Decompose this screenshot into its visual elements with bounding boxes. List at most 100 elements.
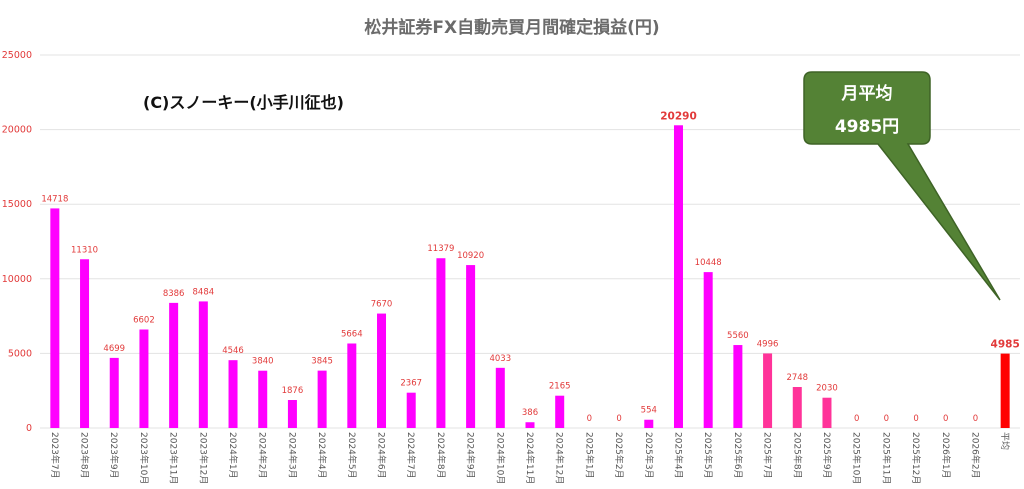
data-label: 0 [587, 414, 592, 424]
bar [555, 395, 565, 428]
x-tick-label: 2024年8月 [435, 432, 447, 479]
x-tick-label: 2024年9月 [465, 432, 477, 479]
data-label: 2748 [786, 373, 808, 383]
x-tick-label: 2025年4月 [672, 432, 684, 479]
data-label: 7670 [371, 300, 393, 310]
data-label: 8484 [193, 287, 215, 297]
bar [347, 343, 357, 428]
x-tick-label: 2025年8月 [791, 432, 803, 479]
x-tick-label: 2026年2月 [969, 432, 981, 479]
data-label: 4996 [757, 339, 779, 349]
x-tick-label: 2026年1月 [940, 432, 952, 479]
data-label: 2367 [400, 379, 422, 389]
data-label: 4985 [991, 339, 1020, 351]
data-label: 4699 [103, 344, 125, 354]
data-label: 0 [616, 414, 621, 424]
x-tick-label: 2025年2月 [613, 432, 625, 479]
bar [287, 400, 297, 428]
average-callout: 月平均 4985円 [803, 71, 1001, 301]
bar [436, 258, 446, 428]
bar [377, 313, 387, 428]
data-label: 0 [973, 414, 978, 424]
data-label: 0 [884, 414, 889, 424]
x-tick-label: 平均 [999, 432, 1011, 450]
x-tick-label: 2023年11月 [168, 432, 180, 484]
data-label: 14718 [41, 194, 68, 204]
bar [822, 397, 832, 428]
x-tick-label: 2023年9月 [108, 432, 120, 479]
data-label: 0 [854, 414, 859, 424]
data-label: 10920 [457, 251, 484, 261]
x-tick-label: 2025年7月 [762, 432, 774, 479]
bar [644, 419, 654, 428]
callout-line2: 4985円 [835, 117, 899, 137]
x-tick-label: 2025年11月 [880, 432, 892, 484]
bar [1000, 353, 1010, 428]
bar [525, 422, 535, 428]
bar [198, 301, 208, 428]
data-label: 8386 [163, 289, 185, 299]
x-tick-label: 2025年9月 [821, 432, 833, 479]
x-tick-label: 2024年1月 [227, 432, 239, 479]
y-axis: 0 5000 10000 15000 20000 25000 [2, 50, 32, 434]
bar [228, 360, 238, 428]
bar [673, 125, 683, 429]
data-label: 0 [943, 414, 948, 424]
y-tick-label: 25000 [2, 50, 32, 61]
data-label: 20290 [660, 110, 697, 122]
bar [258, 370, 268, 428]
bar [139, 329, 149, 428]
callout-line1: 月平均 [841, 83, 893, 104]
bar [703, 272, 713, 428]
x-tick-label: 2025年10月 [851, 432, 863, 484]
chart-title: 松井証券FX自動売買月間確定損益(円) [364, 17, 659, 38]
data-label: 554 [641, 406, 657, 416]
x-tick-label: 2025年5月 [702, 432, 714, 479]
x-tick-label: 2024年3月 [286, 432, 298, 479]
x-tick-label: 2023年12月 [197, 432, 209, 484]
data-label: 5560 [727, 331, 749, 341]
bars [50, 125, 1010, 429]
x-tick-label: 2024年5月 [346, 432, 358, 479]
x-tick-label: 2024年12月 [554, 432, 566, 484]
watermark-text: (C)スノーキー(小手川征也) [143, 93, 344, 112]
bar [763, 353, 773, 428]
x-tick-label: 2025年3月 [643, 432, 655, 479]
y-tick-label: 0 [26, 423, 32, 434]
bar [80, 259, 90, 428]
bar [317, 370, 327, 428]
data-label: 386 [522, 408, 538, 418]
data-label: 10448 [695, 258, 722, 268]
data-label: 11379 [427, 244, 454, 254]
y-tick-label: 20000 [2, 125, 32, 136]
x-tick-label: 2024年7月 [405, 432, 417, 479]
bar [495, 367, 505, 428]
bar [169, 302, 179, 428]
data-label: 11310 [71, 245, 98, 255]
x-tick-label: 2024年6月 [376, 432, 388, 479]
data-label: 0 [913, 414, 918, 424]
data-label: 2165 [549, 382, 571, 392]
x-axis: 2023年7月 2023年8月 2023年9月 2023年10月 2023年11月 202… [49, 432, 1011, 484]
data-label: 2030 [816, 384, 838, 394]
x-tick-label: 2025年12月 [910, 432, 922, 484]
data-label: 4033 [489, 354, 511, 364]
x-tick-label: 2023年7月 [49, 432, 61, 479]
y-tick-label: 10000 [2, 274, 32, 285]
x-tick-label: 2023年8月 [79, 432, 91, 479]
bar [406, 392, 416, 428]
bar [50, 208, 60, 428]
y-tick-label: 5000 [8, 348, 32, 359]
bar [792, 386, 802, 428]
data-label: 3840 [252, 357, 274, 367]
data-label: 3845 [311, 357, 333, 367]
x-tick-label: 2023年10月 [138, 432, 150, 484]
x-tick-label: 2025年6月 [732, 432, 744, 479]
callout-bubble [803, 71, 1001, 301]
x-tick-label: 2024年10月 [494, 432, 506, 484]
data-label: 5664 [341, 329, 363, 339]
x-tick-label: 2024年4月 [316, 432, 328, 479]
data-labels: 14718 11310 4699 6602 8386 8484 4546 3840 1876 38… [41, 110, 1019, 424]
bar [733, 345, 743, 428]
